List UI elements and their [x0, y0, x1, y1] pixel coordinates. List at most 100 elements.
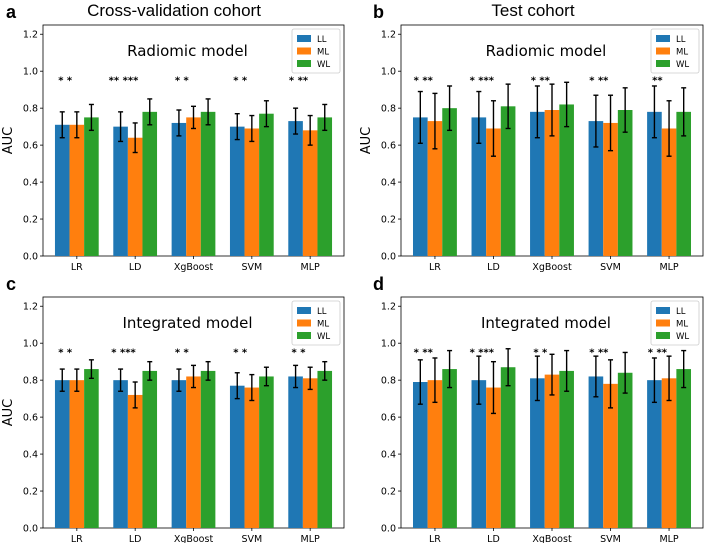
y-tick-label: 0.0	[23, 524, 38, 535]
y-tick-label: 0.6	[381, 141, 396, 152]
panel-letter: a	[6, 2, 17, 22]
y-tick-label: 0.8	[23, 104, 38, 115]
legend-swatch-ml	[297, 47, 311, 55]
bar-wl	[617, 372, 633, 528]
legend-label-ll: LL	[317, 35, 327, 45]
significance-marker: * *	[58, 347, 73, 358]
x-tick-label: MLP	[301, 262, 320, 273]
panel-c: c 0.0 0.2 0.4 0.6 0.8 1.0 1.2 AUC Integrated mode…	[1, 274, 345, 543]
y-tick-label: 1.0	[23, 67, 38, 78]
legend-label-ml: ML	[676, 48, 688, 58]
bar-wl	[142, 370, 158, 528]
panel-d: d 0.0 0.2 0.4 0.6 0.8 1.0 1.2 Integrated model LR…	[373, 274, 704, 543]
y-axis-label: AUC	[1, 127, 16, 155]
x-tick-label: LR	[429, 534, 441, 543]
y-tick-label: 0.0	[381, 252, 396, 263]
y-tick-label: 1.2	[23, 302, 38, 313]
x-tick-label: LR	[429, 262, 441, 273]
bar-wl	[559, 104, 574, 257]
bar-ml	[244, 128, 260, 256]
bar-ml	[186, 117, 201, 257]
significance-marker: * **	[289, 75, 309, 86]
legend-swatch-ml	[656, 47, 670, 55]
legend-label-ml: ML	[676, 320, 688, 330]
legend-label-ll: LL	[317, 307, 327, 317]
bar-ml	[544, 110, 560, 257]
legend-label-wl: WL	[676, 60, 689, 70]
bar-ml	[486, 128, 501, 256]
bar-ml	[302, 378, 318, 528]
legend-label-ll: LL	[676, 35, 686, 45]
significance-marker: **	[652, 75, 663, 86]
x-tick-label: LR	[71, 534, 83, 543]
significance-marker: * *	[233, 75, 248, 86]
y-axis-label: AUC	[359, 127, 374, 155]
panel-title: Radiomic model	[486, 42, 607, 60]
column-title-right: Test cohort	[491, 1, 574, 20]
bar-ml	[244, 387, 260, 528]
bar-ll	[647, 111, 662, 256]
bar-wl	[559, 370, 574, 528]
y-tick-label: 1.0	[381, 339, 396, 350]
x-tick-label: MLP	[659, 262, 678, 273]
bar-ll	[288, 121, 303, 256]
legend-label-wl: WL	[317, 60, 330, 70]
legend-swatch-ll	[656, 307, 670, 314]
y-tick-label: 0.6	[23, 141, 38, 152]
bar-wl	[200, 370, 216, 528]
bar-ml	[69, 124, 85, 257]
bar-ll	[171, 380, 187, 528]
significance-marker: * ***	[470, 347, 495, 358]
bar-ll	[229, 126, 245, 256]
bar-wl	[142, 111, 158, 256]
bar-wl	[317, 117, 333, 257]
y-tick-label: 1.2	[23, 30, 38, 41]
bar-ml	[69, 380, 85, 528]
bar-ll	[229, 385, 245, 528]
bar-ll	[171, 122, 187, 256]
y-tick-label: 0.4	[23, 178, 38, 189]
x-tick-label: LD	[129, 262, 142, 273]
bar-ml	[302, 130, 318, 256]
legend-label-wl: WL	[317, 332, 330, 342]
x-tick-label: XgBoost	[174, 534, 214, 543]
bar-ml	[603, 122, 618, 256]
bar-ml	[127, 137, 143, 256]
legend-swatch-ll	[656, 35, 670, 42]
legend-swatch-ml	[297, 319, 311, 327]
bar-ml	[186, 376, 201, 528]
x-tick-label: SVM	[600, 262, 621, 273]
significance-marker: * **	[531, 75, 551, 86]
y-tick-label: 0.2	[381, 215, 396, 226]
legend-swatch-wl	[297, 332, 311, 339]
bar-wl	[259, 113, 274, 256]
panel-title: Integrated model	[122, 314, 252, 332]
panel-letter: b	[373, 2, 384, 22]
x-tick-label: LD	[129, 534, 142, 543]
x-tick-label: SVM	[600, 534, 621, 543]
bar-ml	[544, 374, 560, 528]
bar-ml	[427, 121, 443, 256]
bar-wl	[317, 370, 333, 528]
legend-swatch-ll	[297, 35, 311, 42]
y-tick-label: 0.8	[23, 376, 38, 387]
y-tick-label: 1.0	[381, 67, 396, 78]
bar-ll	[471, 380, 487, 528]
bar-ll	[113, 380, 128, 528]
bar-ll	[471, 117, 487, 257]
x-tick-label: XgBoost	[532, 262, 572, 273]
bar-wl	[617, 110, 633, 257]
significance-marker: * *	[233, 347, 248, 358]
significance-marker: * **	[414, 75, 434, 86]
legend-swatch-wl	[297, 60, 311, 67]
bar-wl	[442, 108, 457, 256]
panel-letter: d	[373, 274, 384, 294]
panel-title: Radiomic model	[127, 42, 248, 60]
y-tick-label: 0.0	[23, 252, 38, 263]
x-tick-label: LR	[71, 262, 83, 273]
y-tick-label: 0.6	[23, 413, 38, 424]
y-tick-label: 0.2	[23, 487, 38, 498]
bar-wl	[500, 367, 516, 528]
significance-marker: * **	[414, 347, 434, 358]
